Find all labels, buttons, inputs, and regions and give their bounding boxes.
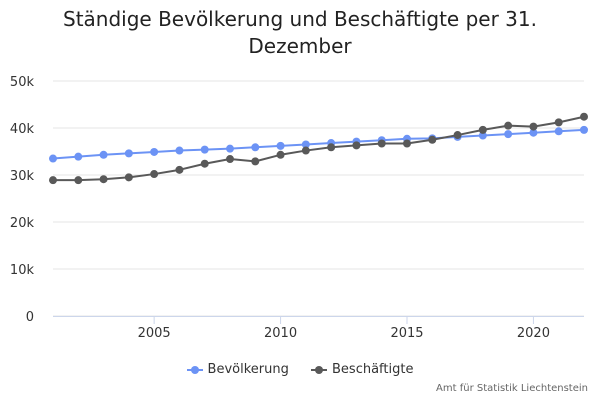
data-point [175,165,184,174]
data-point [251,157,260,166]
series-1 [49,112,588,185]
legend-label-bevoelkerung: Bevölkerung [207,362,289,377]
data-point [99,175,108,184]
data-point [276,150,285,159]
legend-marker-bevoelkerung [186,364,203,376]
data-point [74,176,83,185]
series-0 [49,125,588,163]
data-point [403,139,411,148]
data-point [529,128,538,137]
data-point [377,139,386,148]
data-point [175,146,184,155]
data-point [226,144,234,153]
data-point [301,146,310,155]
series-line [53,115,585,182]
x-tick-label: 2015 [390,326,423,341]
legend-label-beschaeftigte: Beschäftigte [332,362,414,377]
legend-item-bevoelkerung[interactable]: Bevölkerung [186,362,289,377]
data-point [478,125,487,134]
data-point [352,141,361,150]
legend-marker-beschaeftigte [311,364,327,376]
data-point [453,131,462,140]
y-tick-label: 50k [10,75,35,90]
data-point [251,143,260,152]
data-point [276,141,285,150]
data-point [580,112,588,121]
y-tick-label: 0 [26,310,34,325]
data-point [504,130,513,139]
data-point [150,170,159,179]
x-tick-label: 2005 [138,326,171,341]
x-tick-label: 2020 [517,326,550,341]
chart-title: Ständige Bevölkerung und Beschäftigte pe… [63,7,537,58]
data-point [554,127,563,136]
data-point [200,145,209,154]
data-point [49,154,57,163]
data-point [49,176,57,185]
legend-item-beschaeftigte[interactable]: Beschäftigte [311,362,413,377]
data-point [478,131,487,140]
data-point [99,150,108,159]
legend: Bevölkerung Beschäftigte [0,362,600,380]
y-tick-label: 10k [10,263,35,278]
data-point [124,149,133,158]
data-point [327,143,336,152]
data-point [200,159,209,168]
data-point [74,152,83,161]
data-point [529,122,538,131]
data-point [150,147,159,156]
data-point [226,155,234,164]
data-point [428,135,437,144]
x-tick-label: 2010 [264,326,297,341]
data-point [504,121,513,130]
data-point [301,140,310,149]
y-tick-label: 20k [10,216,35,231]
credits: Amt für Statistik Liechtenstein [436,383,588,394]
y-tick-label: 40k [10,122,35,137]
data-point [124,173,133,182]
series-line [52,128,585,160]
data-point [554,118,563,127]
data-point [580,125,588,134]
y-tick-label: 30k [10,169,35,184]
